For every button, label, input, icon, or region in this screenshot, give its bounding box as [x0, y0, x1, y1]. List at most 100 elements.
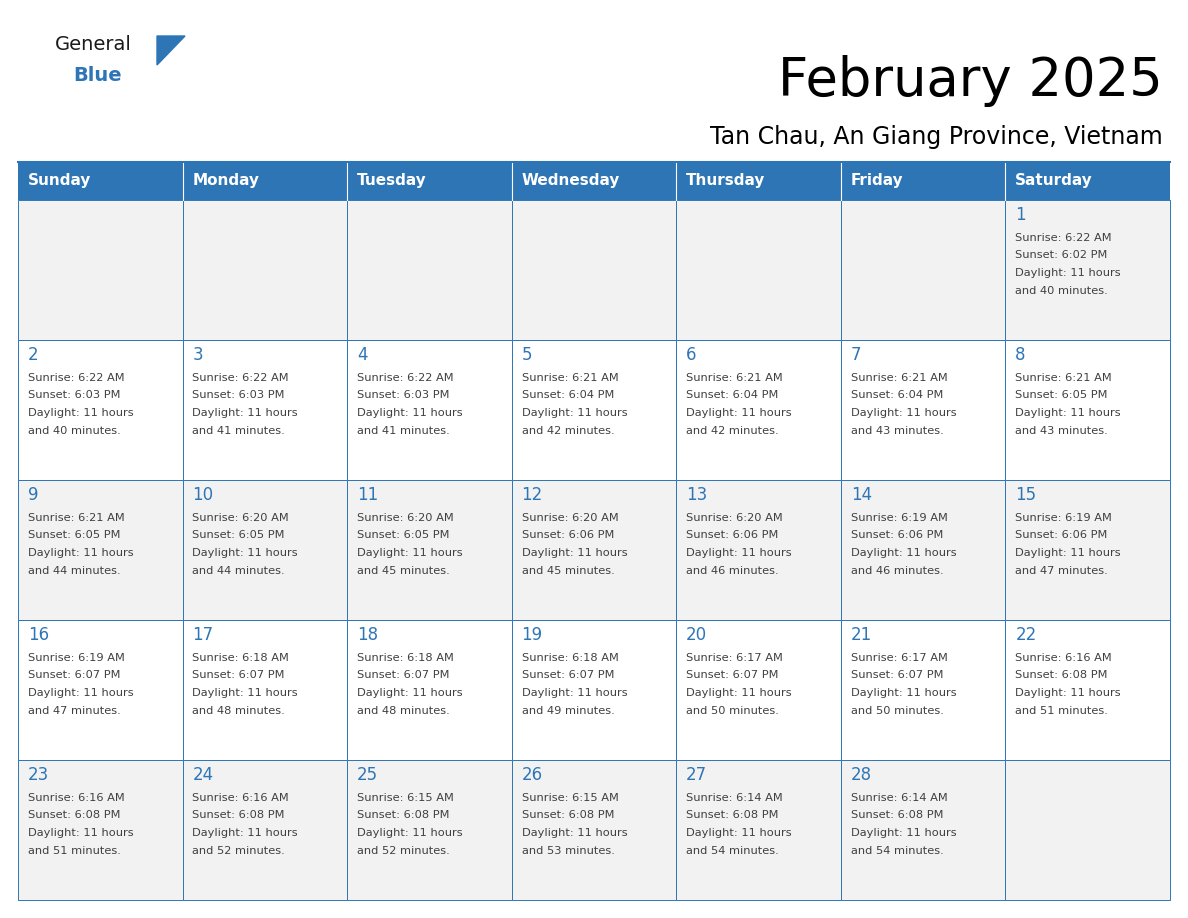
Bar	[183, 760, 347, 900]
Text: Sunrise: 6:18 AM: Sunrise: 6:18 AM	[358, 653, 454, 663]
Text: 18: 18	[358, 626, 378, 644]
Text: Tan Chau, An Giang Province, Vietnam: Tan Chau, An Giang Province, Vietnam	[710, 125, 1163, 149]
Text: and 40 minutes.: and 40 minutes.	[1016, 285, 1108, 296]
Text: and 50 minutes.: and 50 minutes.	[687, 706, 779, 715]
Bar	[512, 340, 676, 480]
Text: Monday: Monday	[192, 174, 259, 188]
Text: Sunrise: 6:15 AM: Sunrise: 6:15 AM	[522, 793, 619, 803]
Text: Daylight: 11 hours: Daylight: 11 hours	[192, 688, 298, 698]
Text: 27: 27	[687, 766, 707, 784]
Text: Sunrise: 6:18 AM: Sunrise: 6:18 AM	[192, 653, 290, 663]
Text: and 49 minutes.: and 49 minutes.	[522, 706, 614, 715]
Text: 25: 25	[358, 766, 378, 784]
Bar	[347, 760, 512, 900]
Text: Daylight: 11 hours: Daylight: 11 hours	[27, 408, 133, 418]
Bar	[841, 200, 1005, 340]
Bar	[512, 200, 676, 340]
Bar	[347, 340, 512, 480]
Text: Sunrise: 6:17 AM: Sunrise: 6:17 AM	[851, 653, 948, 663]
Text: 11: 11	[358, 486, 378, 504]
Text: Sunset: 6:08 PM: Sunset: 6:08 PM	[522, 811, 614, 821]
Bar	[18, 200, 183, 340]
Bar	[676, 162, 841, 200]
Text: and 41 minutes.: and 41 minutes.	[192, 426, 285, 435]
Text: Sunrise: 6:19 AM: Sunrise: 6:19 AM	[851, 513, 948, 523]
Text: 17: 17	[192, 626, 214, 644]
Text: Daylight: 11 hours: Daylight: 11 hours	[1016, 268, 1121, 278]
Bar	[183, 200, 347, 340]
Text: Sunrise: 6:21 AM: Sunrise: 6:21 AM	[27, 513, 125, 523]
Text: Sunrise: 6:21 AM: Sunrise: 6:21 AM	[522, 373, 618, 383]
Text: Daylight: 11 hours: Daylight: 11 hours	[687, 828, 791, 838]
Text: Sunset: 6:07 PM: Sunset: 6:07 PM	[687, 670, 778, 680]
Bar	[18, 340, 183, 480]
Text: Wednesday: Wednesday	[522, 174, 620, 188]
Text: Sunset: 6:08 PM: Sunset: 6:08 PM	[851, 811, 943, 821]
Text: Sunset: 6:05 PM: Sunset: 6:05 PM	[192, 531, 285, 541]
Text: Sunrise: 6:22 AM: Sunrise: 6:22 AM	[27, 373, 125, 383]
Bar	[347, 200, 512, 340]
Text: Sunset: 6:04 PM: Sunset: 6:04 PM	[687, 390, 778, 400]
Text: Sunset: 6:07 PM: Sunset: 6:07 PM	[192, 670, 285, 680]
Text: Daylight: 11 hours: Daylight: 11 hours	[358, 548, 462, 558]
Text: Sunrise: 6:21 AM: Sunrise: 6:21 AM	[1016, 373, 1112, 383]
Text: Daylight: 11 hours: Daylight: 11 hours	[687, 408, 791, 418]
Text: Daylight: 11 hours: Daylight: 11 hours	[1016, 688, 1121, 698]
Text: Daylight: 11 hours: Daylight: 11 hours	[851, 548, 956, 558]
Text: Sunset: 6:07 PM: Sunset: 6:07 PM	[358, 670, 449, 680]
Text: and 44 minutes.: and 44 minutes.	[27, 565, 120, 576]
Text: Sunset: 6:03 PM: Sunset: 6:03 PM	[192, 390, 285, 400]
Text: Friday: Friday	[851, 174, 903, 188]
Text: and 48 minutes.: and 48 minutes.	[192, 706, 285, 715]
Bar	[183, 480, 347, 620]
Bar	[512, 760, 676, 900]
Text: Daylight: 11 hours: Daylight: 11 hours	[522, 828, 627, 838]
Text: Sunset: 6:08 PM: Sunset: 6:08 PM	[1016, 670, 1107, 680]
Text: and 53 minutes.: and 53 minutes.	[522, 845, 614, 856]
Text: Sunrise: 6:16 AM: Sunrise: 6:16 AM	[192, 793, 289, 803]
Text: Daylight: 11 hours: Daylight: 11 hours	[358, 828, 462, 838]
Text: Sunset: 6:02 PM: Sunset: 6:02 PM	[1016, 251, 1107, 261]
Text: Daylight: 11 hours: Daylight: 11 hours	[1016, 408, 1121, 418]
Text: 3: 3	[192, 346, 203, 364]
Text: 19: 19	[522, 626, 543, 644]
Bar	[841, 340, 1005, 480]
Bar	[676, 620, 841, 760]
Bar	[676, 340, 841, 480]
Bar	[1005, 200, 1170, 340]
Text: 5: 5	[522, 346, 532, 364]
Text: 12: 12	[522, 486, 543, 504]
Bar	[183, 340, 347, 480]
Text: Sunset: 6:06 PM: Sunset: 6:06 PM	[1016, 531, 1107, 541]
Text: Daylight: 11 hours: Daylight: 11 hours	[192, 548, 298, 558]
Text: and 48 minutes.: and 48 minutes.	[358, 706, 450, 715]
Polygon shape	[157, 36, 185, 65]
Bar	[841, 480, 1005, 620]
Text: Daylight: 11 hours: Daylight: 11 hours	[27, 828, 133, 838]
Text: Sunrise: 6:19 AM: Sunrise: 6:19 AM	[1016, 513, 1112, 523]
Text: 23: 23	[27, 766, 49, 784]
Bar	[676, 200, 841, 340]
Text: Sunset: 6:04 PM: Sunset: 6:04 PM	[522, 390, 614, 400]
Text: Sunrise: 6:22 AM: Sunrise: 6:22 AM	[192, 373, 289, 383]
Text: Daylight: 11 hours: Daylight: 11 hours	[522, 408, 627, 418]
Text: and 46 minutes.: and 46 minutes.	[687, 565, 779, 576]
Text: Daylight: 11 hours: Daylight: 11 hours	[687, 688, 791, 698]
Text: Sunset: 6:04 PM: Sunset: 6:04 PM	[851, 390, 943, 400]
Text: and 52 minutes.: and 52 minutes.	[192, 845, 285, 856]
Bar	[1005, 620, 1170, 760]
Text: Tuesday: Tuesday	[358, 174, 426, 188]
Bar	[512, 162, 676, 200]
Text: 16: 16	[27, 626, 49, 644]
Text: Sunset: 6:03 PM: Sunset: 6:03 PM	[358, 390, 449, 400]
Text: Sunrise: 6:21 AM: Sunrise: 6:21 AM	[851, 373, 948, 383]
Text: Saturday: Saturday	[1016, 174, 1093, 188]
Text: Blue: Blue	[72, 66, 121, 85]
Text: Daylight: 11 hours: Daylight: 11 hours	[851, 688, 956, 698]
Text: and 40 minutes.: and 40 minutes.	[27, 426, 121, 435]
Text: 13: 13	[687, 486, 707, 504]
Text: 4: 4	[358, 346, 367, 364]
Text: General: General	[55, 35, 132, 54]
Text: and 45 minutes.: and 45 minutes.	[358, 565, 450, 576]
Text: Daylight: 11 hours: Daylight: 11 hours	[522, 548, 627, 558]
